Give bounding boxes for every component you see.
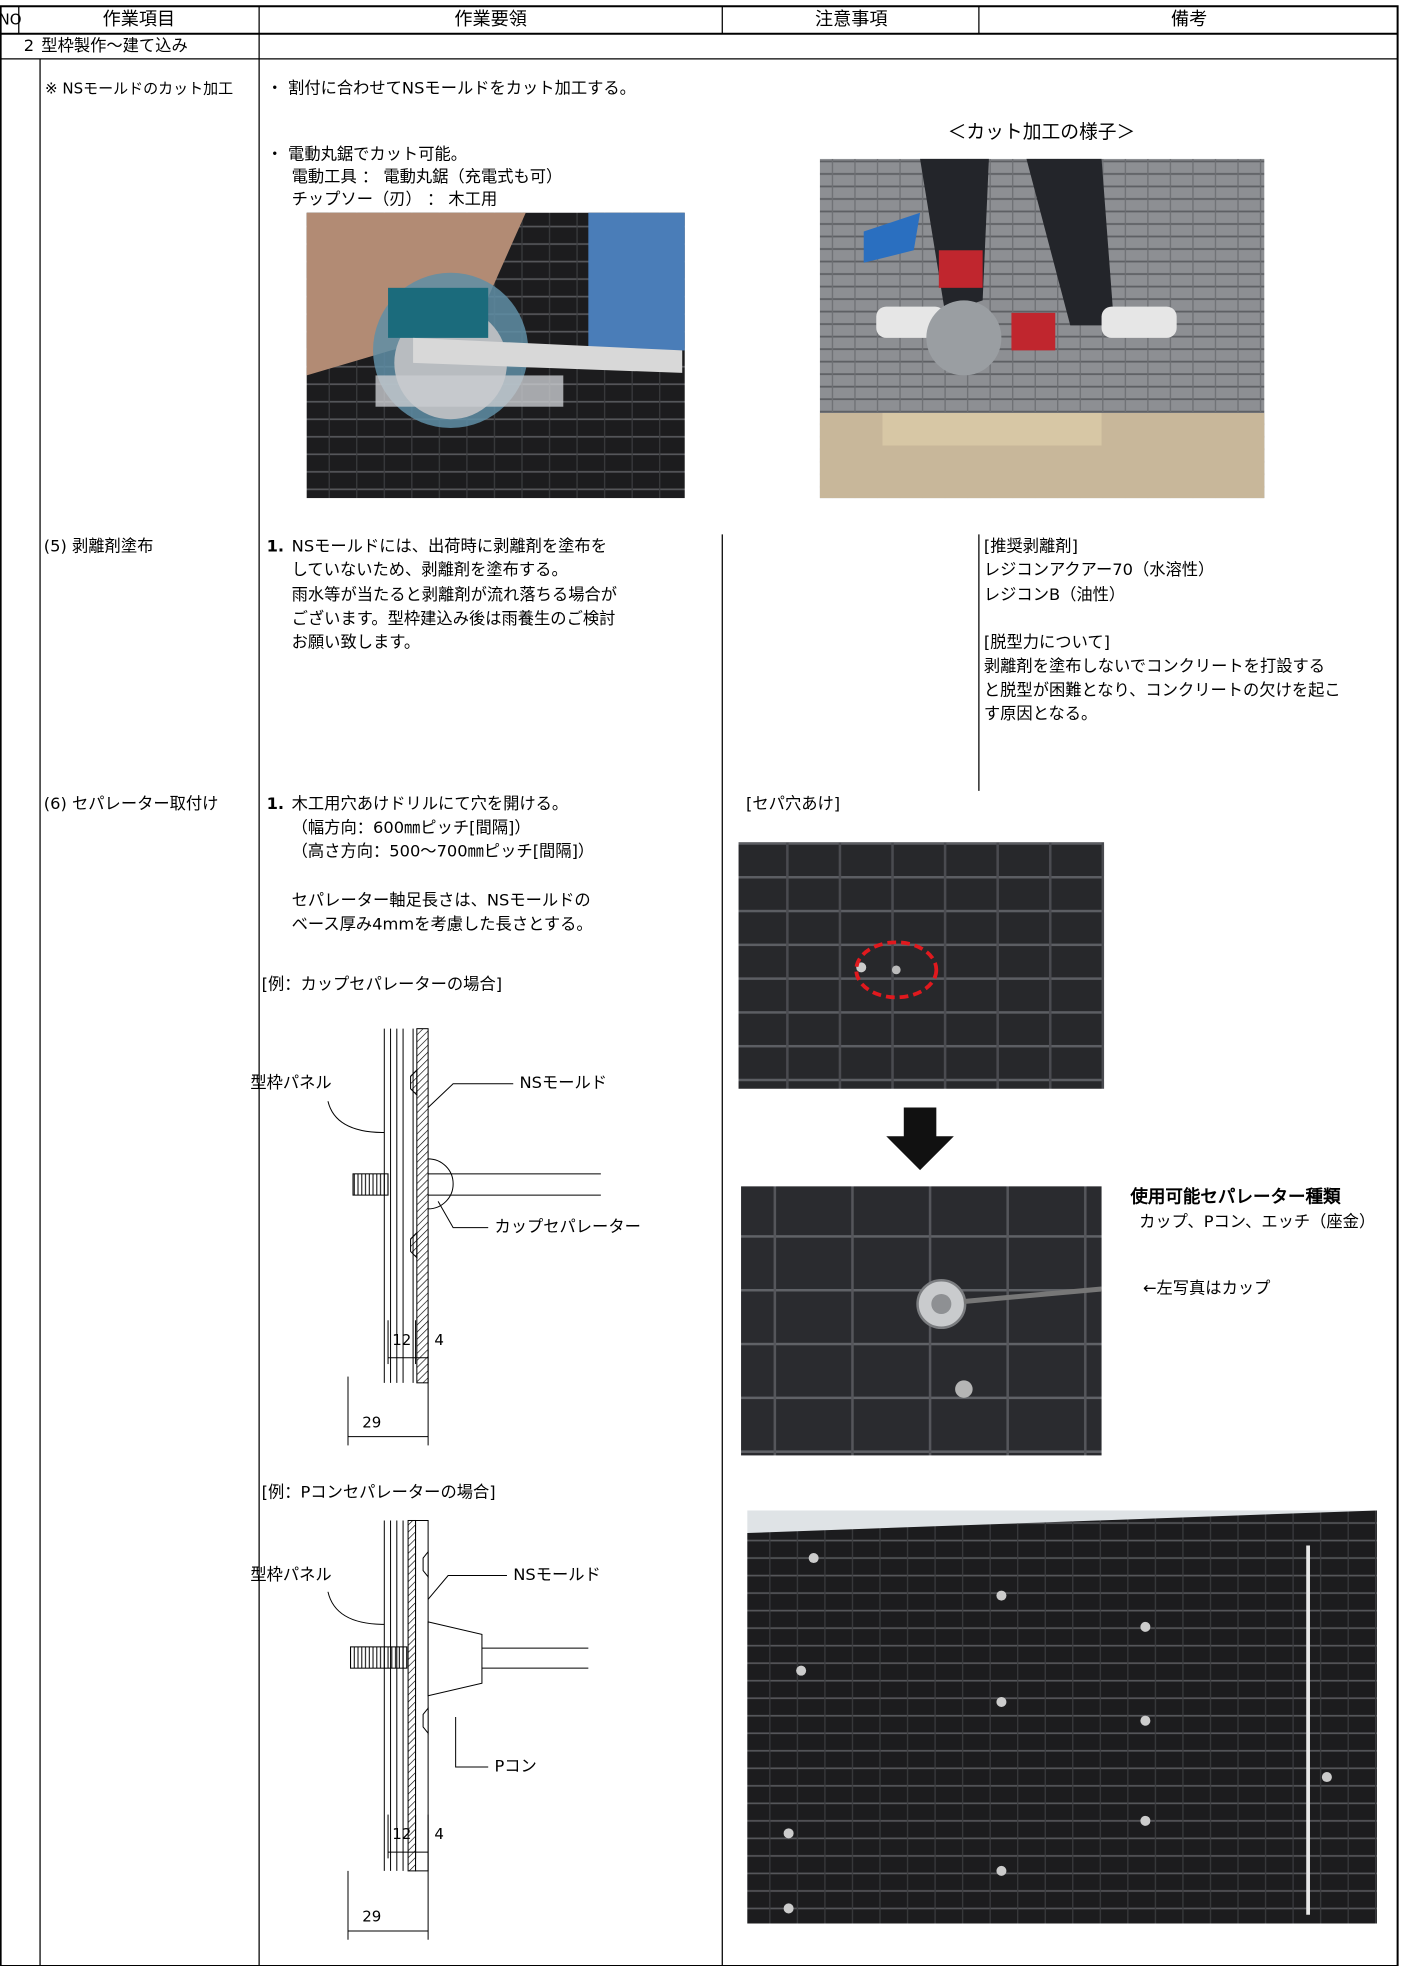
photo-wall bbox=[747, 1510, 1377, 1924]
dimension: 12 bbox=[392, 1331, 411, 1349]
dimension: 12 bbox=[392, 1825, 411, 1843]
diagram-label: Pコン bbox=[494, 1757, 536, 1776]
procedure-line: ・ 電動丸鋸でカット可能。 bbox=[267, 145, 467, 164]
item: (6) セパレーター取付け bbox=[44, 794, 219, 813]
remarks-line: [推奨剥離剤] bbox=[984, 536, 1078, 555]
remarks-heading: 使用可能セパレーター種類 bbox=[1129, 1187, 1341, 1208]
procedure-line: 電動工具 ： 電動丸鋸（充電式も可） bbox=[292, 167, 563, 186]
remarks-line: ←左写真はカップ bbox=[1143, 1278, 1271, 1297]
dimension: 4 bbox=[434, 1825, 444, 1843]
procedure-line: 木工用穴あけドリルにて穴を開ける。 bbox=[292, 794, 569, 813]
diagram-pcon bbox=[327, 1519, 589, 1940]
dimension: 4 bbox=[434, 1331, 444, 1349]
diagram-cup bbox=[327, 1028, 601, 1446]
diagram-label: NSモールド bbox=[519, 1073, 607, 1092]
header-notes: 注意事項 bbox=[815, 9, 888, 30]
step-number: 1. bbox=[267, 536, 285, 555]
procedure-line: （高さ方向：500～700㎜ピッチ[間隔]） bbox=[292, 842, 595, 861]
remarks-line: カップ、Pコン、エッチ（座金） bbox=[1139, 1212, 1375, 1231]
header-remarks: 備考 bbox=[1171, 9, 1207, 30]
remarks-line: レジコンアクアー70（水溶性） bbox=[984, 560, 1214, 579]
diagram-label: NSモールド bbox=[513, 1565, 601, 1584]
example-title: [例：カップセパレーターの場合] bbox=[262, 974, 502, 993]
remarks-line: す原因となる。 bbox=[984, 704, 1097, 723]
step-number: 1. bbox=[267, 794, 285, 813]
section-number: 2 bbox=[24, 36, 34, 55]
photo-cup bbox=[741, 1186, 1102, 1456]
remarks-line: と脱型が困難となり、コンクリートの欠けを起こ bbox=[984, 680, 1341, 699]
remarks-line: [脱型力について] bbox=[984, 633, 1110, 652]
header-no: NO bbox=[0, 11, 22, 29]
procedure-line: していないため、剥離剤を塗布する。 bbox=[292, 560, 568, 579]
photo-caption: ＜カット加工の様子＞ bbox=[948, 121, 1136, 143]
item: ※ NSモールドのカット加工 bbox=[45, 79, 233, 97]
arrow bbox=[886, 1107, 954, 1171]
notes-line: [セパ穴あけ] bbox=[746, 794, 840, 813]
photo-hole bbox=[738, 842, 1105, 1089]
procedure-line: チップソー（刃） ： 木工用 bbox=[292, 190, 498, 209]
remarks-line: 剥離剤を塗布しないでコンクリートを打設する bbox=[984, 657, 1325, 676]
dimension: 29 bbox=[362, 1413, 381, 1431]
remarks-line: レジコンB（油性） bbox=[984, 585, 1125, 604]
procedure-line: NSモールドには、出荷時に剥離剤を塗布を bbox=[292, 536, 607, 555]
section-title: 型枠製作～建て込み bbox=[41, 36, 187, 55]
diagram-label: 型枠パネル bbox=[250, 1073, 331, 1092]
example-title: [例：Pコンセパレーターの場合] bbox=[262, 1482, 496, 1501]
diagram-label: 型枠パネル bbox=[250, 1565, 331, 1584]
procedure-line: ・ 割付に合わせてNSモールドをカット加工する。 bbox=[267, 78, 636, 97]
header-item: 作業項目 bbox=[103, 9, 176, 30]
photo-cutting bbox=[819, 158, 1265, 499]
procedure-line: セパレーター軸足長さは、NSモールドの bbox=[292, 891, 591, 910]
dimension: 29 bbox=[362, 1908, 381, 1926]
procedure-line: ございます。型枠建込み後は雨養生のご検討 bbox=[292, 609, 616, 628]
procedure-line: （幅方向：600㎜ピッチ[間隔]） bbox=[292, 818, 531, 837]
diagram-label: カップセパレーター bbox=[494, 1217, 640, 1236]
procedure-line: 雨水等が当たると剥離剤が流れ落ちる場合が bbox=[292, 585, 617, 604]
header-procedure: 作業要領 bbox=[454, 9, 527, 30]
procedure-line: ベース厚み4mmを考慮した長さとする。 bbox=[292, 914, 593, 933]
procedure-line: お願い致します。 bbox=[292, 633, 421, 652]
photo-saw bbox=[306, 212, 685, 499]
item: (5) 剥離剤塗布 bbox=[44, 536, 154, 555]
